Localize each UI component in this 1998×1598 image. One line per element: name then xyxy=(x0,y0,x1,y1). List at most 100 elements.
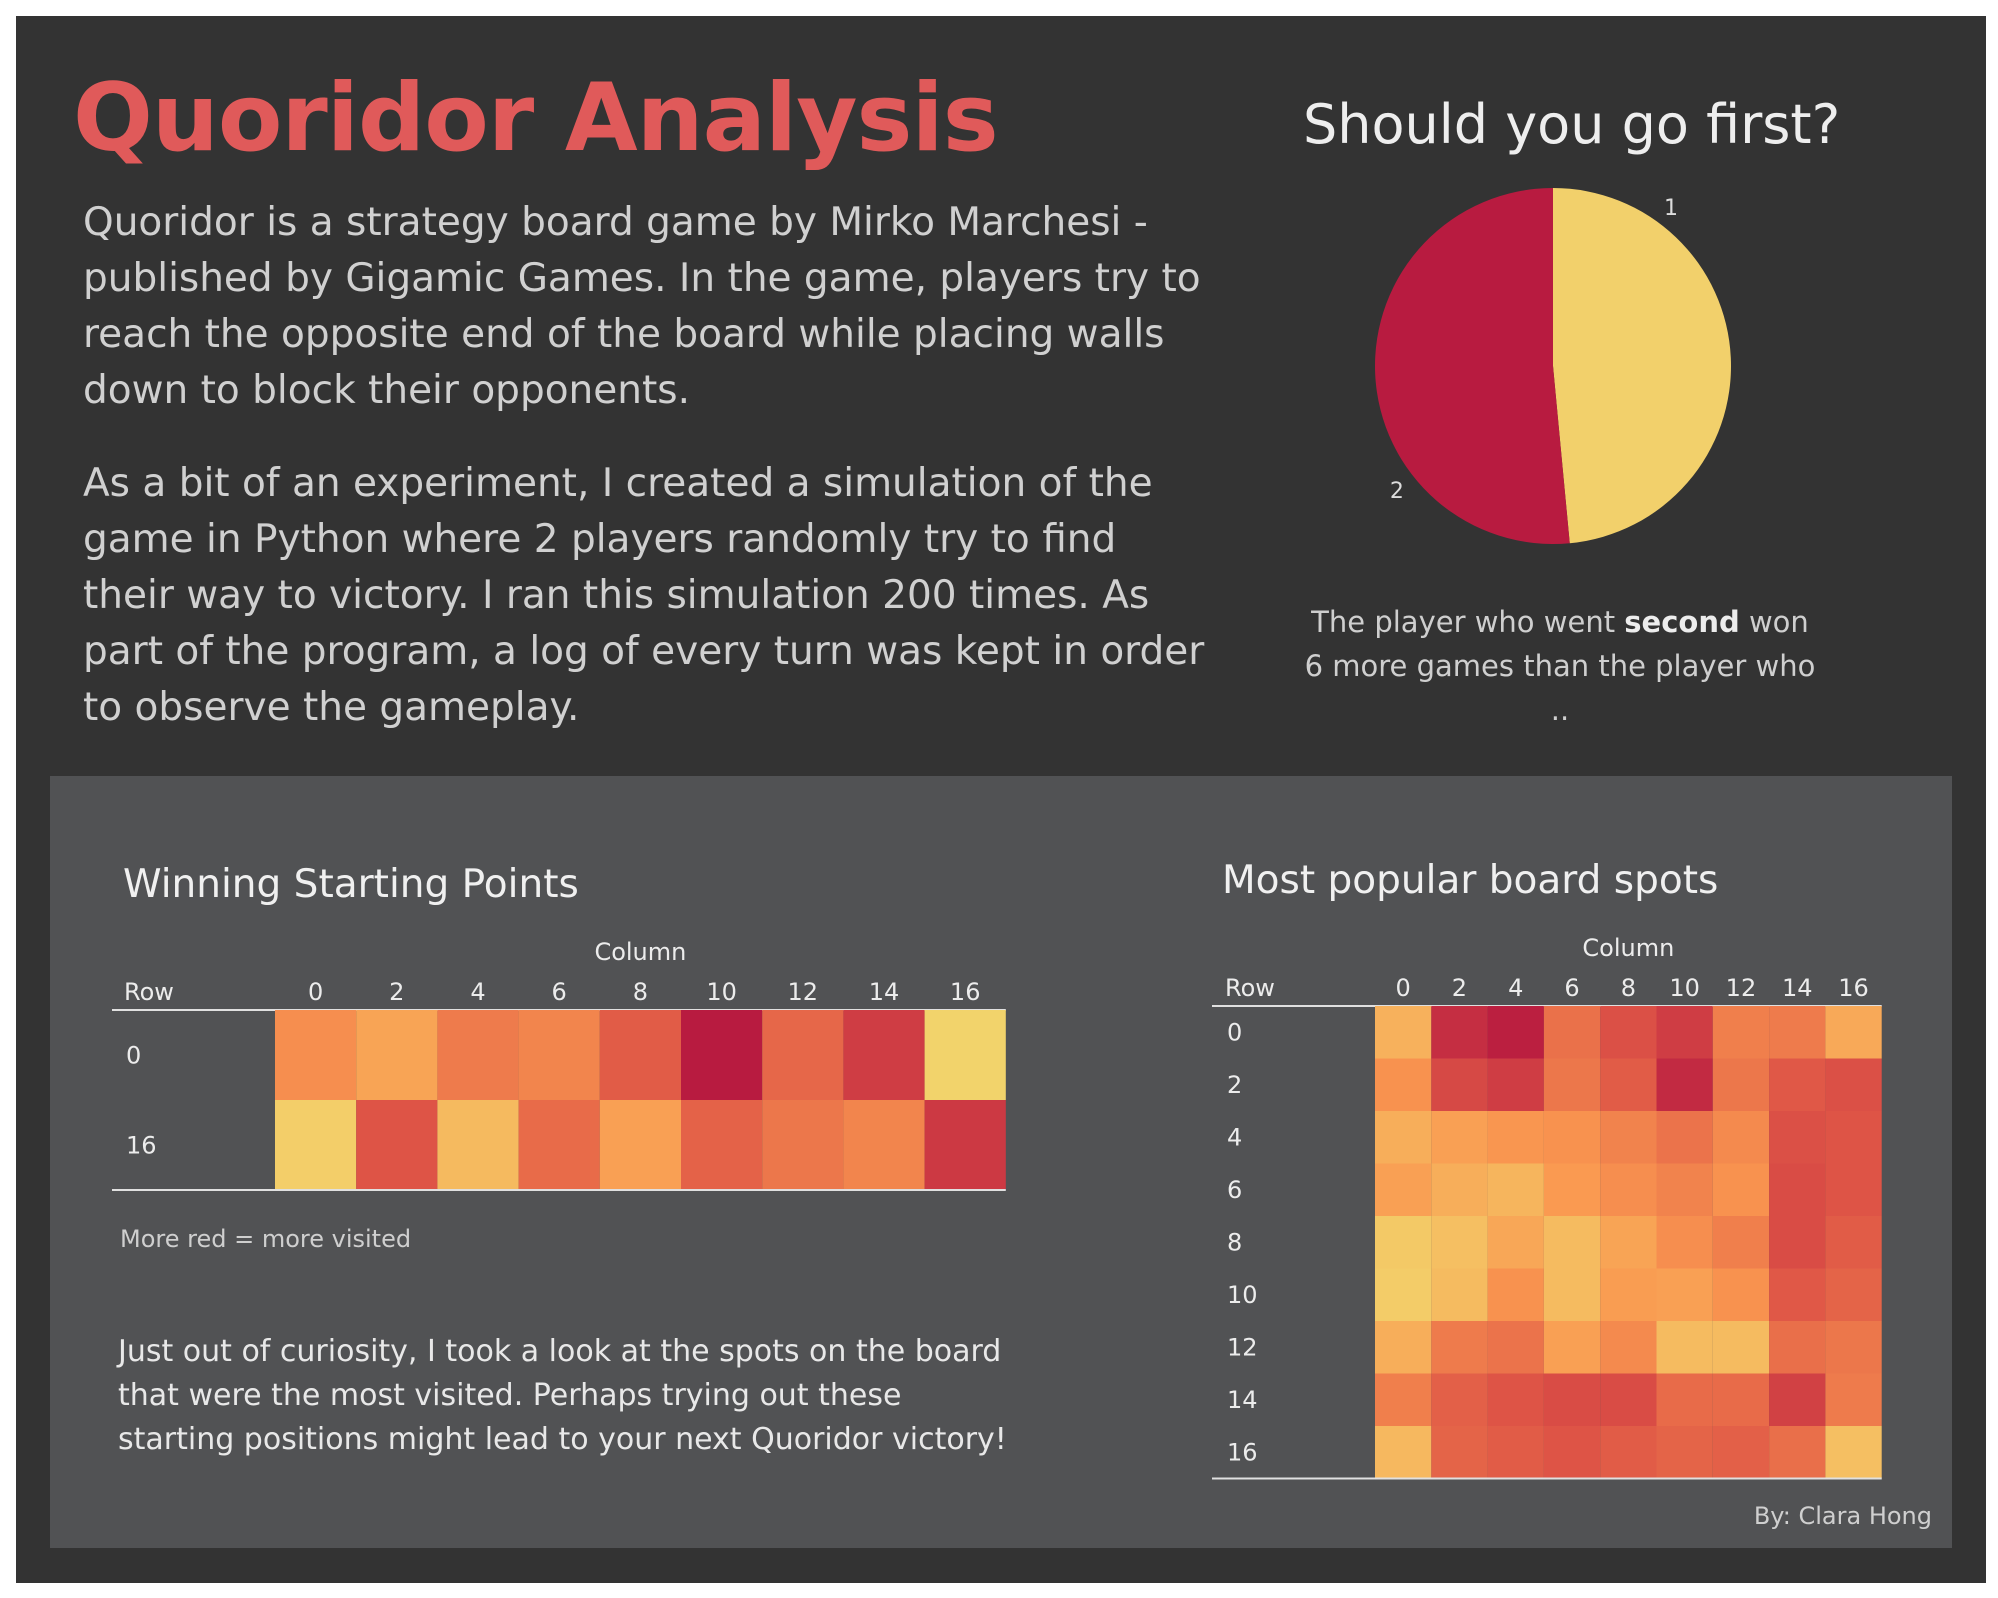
winning-start-cell xyxy=(681,1010,763,1100)
popular-spots-row-tick-label: 10 xyxy=(1227,1281,1258,1309)
popular-spots-cell xyxy=(1769,1111,1826,1164)
winning-start-column-tick-label: 14 xyxy=(869,978,900,1006)
pie-caption-after: won 6 more games than the player who .. xyxy=(1304,605,1816,727)
popular-spots-cell xyxy=(1712,1058,1770,1111)
popular-spots-column-tick-label: 14 xyxy=(1782,974,1813,1002)
winning-start-cell xyxy=(599,1100,681,1190)
winning-start-column-tick-label: 0 xyxy=(308,978,323,1006)
popular-spots-cell xyxy=(1712,1216,1770,1269)
winning-start-cell xyxy=(275,1010,357,1100)
popular-spots-cell xyxy=(1825,1006,1882,1059)
winning-start-cell xyxy=(518,1010,600,1100)
intro-paragraph-2: As a bit of an experiment, I created a s… xyxy=(83,461,1205,730)
popular-spots-cell xyxy=(1712,1006,1770,1059)
popular-spots-cell xyxy=(1375,1373,1432,1426)
winning-start-column-tick-label: 6 xyxy=(552,978,567,1006)
popular-spots-cell xyxy=(1712,1111,1770,1164)
popular-spots-cell xyxy=(1431,1426,1488,1479)
popular-spots-row-tick-label: 4 xyxy=(1227,1124,1242,1152)
winning-start-row-axis-title: Row xyxy=(124,978,174,1006)
popular-spots-cell xyxy=(1769,1268,1826,1321)
pie-slice-player-1 xyxy=(1553,188,1732,544)
popular-spots-cell xyxy=(1656,1373,1713,1426)
popular-spots-cell xyxy=(1487,1058,1544,1111)
popular-spots-cell xyxy=(1487,1006,1544,1059)
pie-caption-before: The player who went xyxy=(1311,605,1625,639)
popular-spots-row-axis-title: Row xyxy=(1225,974,1275,1002)
popular-spots-cell xyxy=(1431,1111,1488,1164)
first-player-pie-chart: 12 xyxy=(1375,188,1732,544)
winning-start-column-tick-label: 8 xyxy=(633,978,648,1006)
popular-spots-cell xyxy=(1375,1163,1432,1216)
popular-spots-cell xyxy=(1825,1058,1882,1111)
popular-spots-cell xyxy=(1656,1058,1713,1111)
popular-board-spots-heatmap: Column Row 0 2 4 6 8 10 12 14 16 0 2 4 6 8 10 12 14 16 xyxy=(1212,934,1882,1480)
popular-spots-column-tick-label: 0 xyxy=(1396,974,1411,1002)
popular-board-spots-title: Most popular board spots xyxy=(1222,858,1719,903)
popular-spots-cell xyxy=(1543,1216,1601,1269)
popular-spots-cell xyxy=(1431,1216,1488,1269)
popular-spots-cell xyxy=(1375,1006,1432,1059)
popular-spots-cell xyxy=(1431,1321,1488,1374)
popular-spots-cell xyxy=(1600,1321,1657,1374)
popular-spots-cell xyxy=(1712,1163,1770,1216)
popular-spots-cell xyxy=(1431,1268,1488,1321)
popular-spots-cell xyxy=(1600,1216,1657,1269)
popular-spots-cell xyxy=(1487,1216,1544,1269)
popular-spots-row-tick-label: 12 xyxy=(1227,1334,1258,1362)
popular-spots-cell xyxy=(1487,1111,1544,1164)
popular-spots-cell xyxy=(1543,1321,1601,1374)
popular-spots-cell xyxy=(1487,1321,1544,1374)
winning-start-cell xyxy=(275,1100,357,1190)
popular-spots-cell xyxy=(1431,1058,1488,1111)
curiosity-paragraph: Just out of curiosity, I took a look at … xyxy=(118,1334,1007,1457)
popular-spots-cell xyxy=(1712,1321,1770,1374)
pie-label-player-2: 2 xyxy=(1390,479,1404,504)
popular-spots-column-tick-label: 12 xyxy=(1726,974,1757,1002)
popular-spots-cell xyxy=(1375,1058,1432,1111)
popular-spots-cell xyxy=(1825,1268,1882,1321)
pie-caption: The player who went second won 6 more ga… xyxy=(1300,600,1820,732)
popular-spots-cell xyxy=(1656,1111,1713,1164)
popular-spots-row-tick-label: 16 xyxy=(1227,1439,1258,1467)
popular-spots-row-tick-label: 2 xyxy=(1227,1071,1242,1099)
popular-spots-cell xyxy=(1375,1321,1432,1374)
winning-starting-points-title: Winning Starting Points xyxy=(123,862,579,907)
popular-spots-column-tick-label: 4 xyxy=(1508,974,1523,1002)
author-byline: By: Clara Hong xyxy=(1753,1502,1932,1530)
popular-spots-cell xyxy=(1712,1268,1770,1321)
popular-spots-cell xyxy=(1543,1373,1601,1426)
popular-spots-row-tick-label: 6 xyxy=(1227,1176,1242,1204)
popular-spots-cell xyxy=(1656,1321,1713,1374)
popular-spots-cell xyxy=(1431,1373,1488,1426)
winning-start-cell xyxy=(924,1100,1006,1190)
popular-spots-cell xyxy=(1543,1111,1601,1164)
popular-spots-cell xyxy=(1543,1058,1601,1111)
winning-start-cell xyxy=(437,1100,519,1190)
popular-spots-cell xyxy=(1600,1111,1657,1164)
popular-spots-cell xyxy=(1543,1163,1601,1216)
popular-spots-cell xyxy=(1600,1268,1657,1321)
popular-spots-cell xyxy=(1487,1373,1544,1426)
winning-starting-points-heatmap: Column Row 0 2 4 6 8 10 12 14 16 0 16 xyxy=(112,938,1006,1191)
popular-spots-cell xyxy=(1656,1216,1713,1269)
popular-spots-column-tick-label: 6 xyxy=(1564,974,1579,1002)
heatmap-color-note: More red = more visited xyxy=(120,1225,412,1253)
popular-spots-cell xyxy=(1825,1373,1882,1426)
popular-spots-row-tick-label: 8 xyxy=(1227,1229,1242,1257)
winning-start-cell xyxy=(762,1010,844,1100)
popular-spots-cell xyxy=(1769,1163,1826,1216)
winning-start-column-tick-label: 10 xyxy=(706,978,737,1006)
winning-start-cell xyxy=(843,1010,925,1100)
popular-spots-cell xyxy=(1656,1426,1713,1479)
popular-spots-cell xyxy=(1769,1216,1826,1269)
popular-spots-cell xyxy=(1600,1373,1657,1426)
pie-slice-player-2 xyxy=(1375,188,1570,544)
popular-spots-cell xyxy=(1600,1163,1657,1216)
popular-spots-cell xyxy=(1769,1373,1826,1426)
popular-spots-cell xyxy=(1375,1216,1432,1269)
winning-start-cell xyxy=(356,1010,438,1100)
winning-start-cell xyxy=(681,1100,763,1190)
popular-spots-cell xyxy=(1769,1321,1826,1374)
popular-spots-cell xyxy=(1825,1163,1882,1216)
